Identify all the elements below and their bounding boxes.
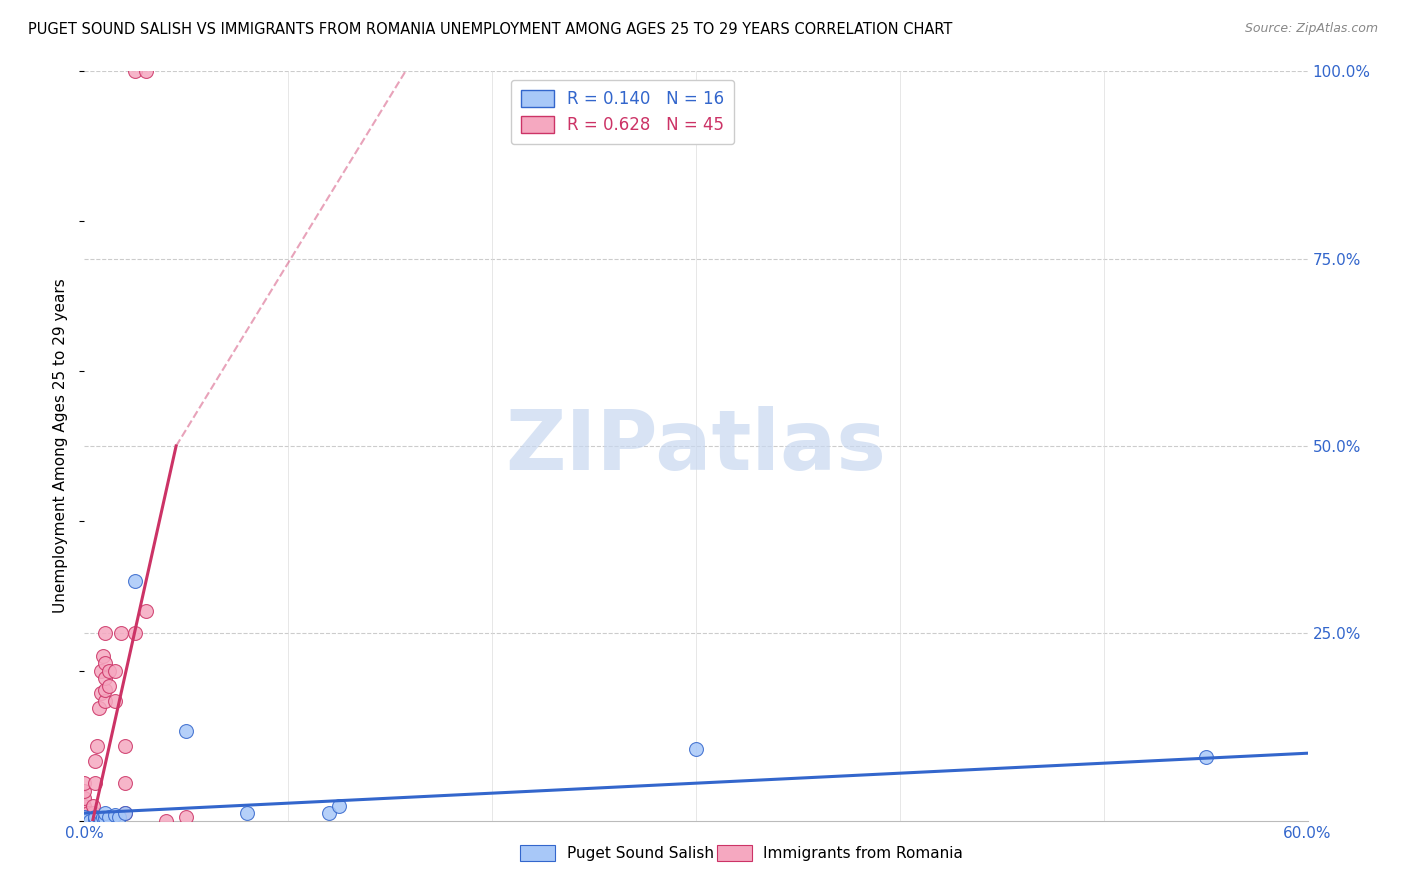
Text: Source: ZipAtlas.com: Source: ZipAtlas.com <box>1244 22 1378 36</box>
Point <box>124 626 146 640</box>
Point <box>79 810 101 824</box>
Point <box>124 64 146 78</box>
Point <box>79 814 101 828</box>
Point <box>73 814 96 828</box>
Point <box>77 806 100 821</box>
Point <box>90 664 112 678</box>
Point <box>73 798 96 813</box>
Point <box>73 814 96 828</box>
Point <box>93 657 115 671</box>
Point <box>73 814 96 828</box>
Text: PUGET SOUND SALISH VS IMMIGRANTS FROM ROMANIA UNEMPLOYMENT AMONG AGES 25 TO 29 Y: PUGET SOUND SALISH VS IMMIGRANTS FROM RO… <box>28 22 952 37</box>
Point <box>73 783 96 797</box>
Point <box>174 723 197 738</box>
Point <box>155 814 177 828</box>
Point <box>97 664 120 678</box>
Legend: R = 0.140   N = 16, R = 0.628   N = 45: R = 0.140 N = 16, R = 0.628 N = 45 <box>510 79 734 145</box>
Point <box>87 811 110 825</box>
Point <box>83 812 105 826</box>
Point <box>75 814 97 828</box>
Point <box>1195 750 1218 764</box>
Point <box>110 626 132 640</box>
Point <box>91 648 114 663</box>
Point <box>77 814 100 828</box>
Point <box>73 806 96 821</box>
Point <box>104 664 127 678</box>
Text: ZIPatlas: ZIPatlas <box>506 406 886 486</box>
Point <box>73 814 96 828</box>
Text: Puget Sound Salish: Puget Sound Salish <box>567 847 714 861</box>
Point <box>73 802 96 816</box>
Text: Immigrants from Romania: Immigrants from Romania <box>763 847 963 861</box>
Y-axis label: Unemployment Among Ages 25 to 29 years: Unemployment Among Ages 25 to 29 years <box>53 278 69 614</box>
Point <box>73 810 96 824</box>
Point <box>124 574 146 588</box>
Point <box>114 806 136 821</box>
Point <box>73 814 96 828</box>
Point <box>86 739 108 753</box>
Point <box>685 742 707 756</box>
Point <box>114 739 136 753</box>
Point <box>135 64 157 78</box>
Point <box>82 806 104 821</box>
Point <box>328 798 350 813</box>
Point <box>236 806 259 821</box>
Point <box>104 807 127 822</box>
Point <box>93 671 115 685</box>
Point <box>97 810 120 824</box>
Point <box>73 814 96 828</box>
Point <box>83 776 105 790</box>
Point <box>97 679 120 693</box>
Point <box>135 604 157 618</box>
Point <box>83 754 105 768</box>
Point <box>73 814 96 828</box>
Point <box>73 814 96 828</box>
Point <box>93 811 115 825</box>
Point <box>79 814 101 828</box>
Point <box>87 701 110 715</box>
Point <box>93 806 115 821</box>
Point <box>90 814 112 828</box>
Point <box>114 806 136 821</box>
Point <box>108 810 131 824</box>
Point <box>174 810 197 824</box>
Point <box>75 810 97 824</box>
Point <box>73 810 96 824</box>
Point <box>91 810 114 824</box>
Point <box>93 694 115 708</box>
Point <box>73 814 96 828</box>
Point <box>93 626 115 640</box>
Point <box>93 682 115 697</box>
Point <box>82 798 104 813</box>
Point <box>83 810 105 824</box>
Point <box>73 791 96 805</box>
Point <box>318 806 340 821</box>
Point <box>104 694 127 708</box>
Point <box>73 776 96 790</box>
Point <box>114 776 136 790</box>
Point <box>90 686 112 700</box>
